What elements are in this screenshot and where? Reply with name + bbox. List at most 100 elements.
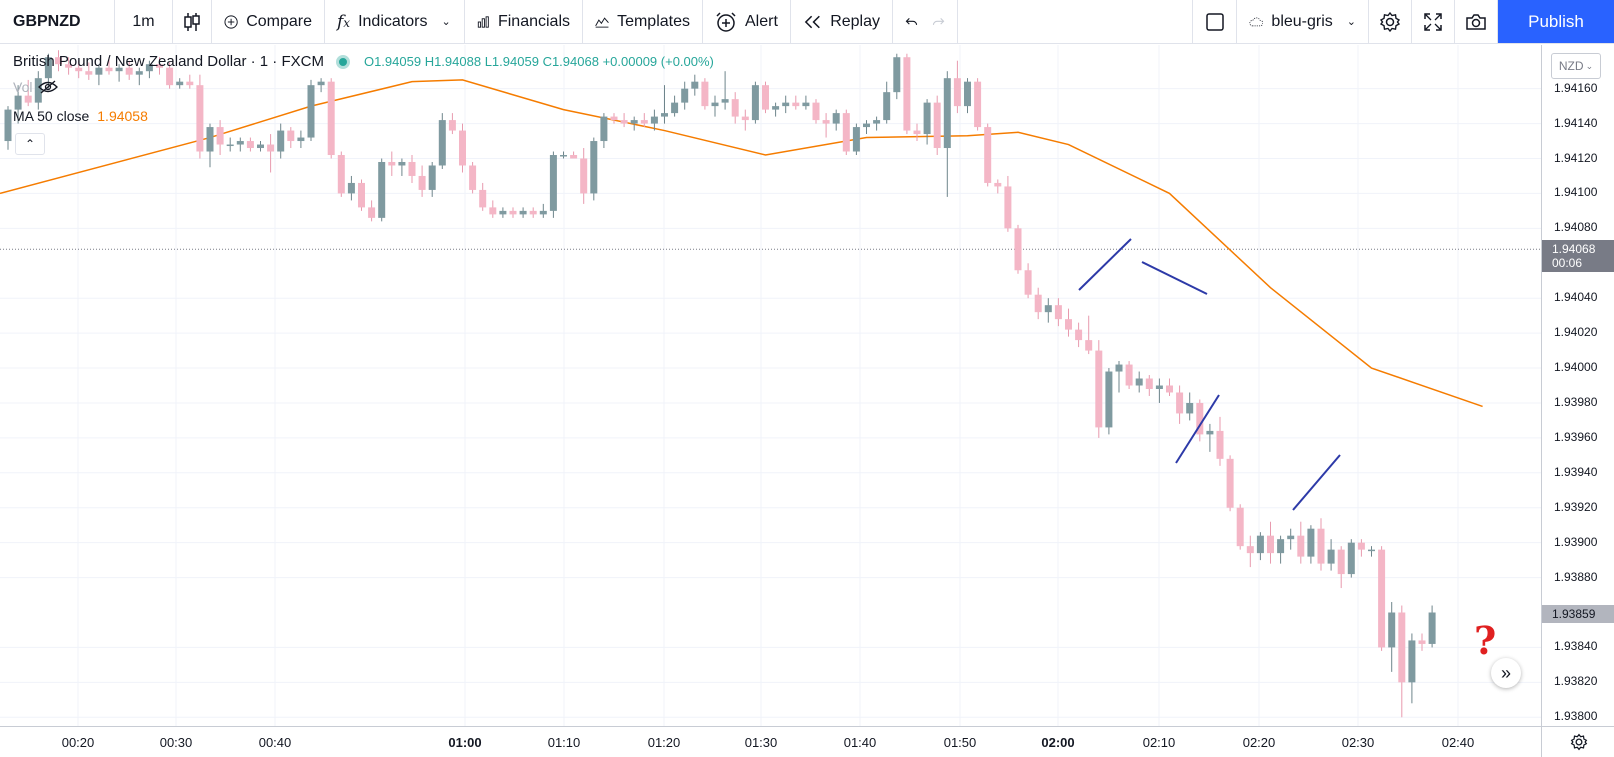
compare-button[interactable]: Compare [212,0,325,43]
eye-off-icon[interactable] [38,80,59,94]
candle [1378,546,1386,651]
currency-button[interactable]: NZD ⌄ [1551,53,1601,79]
price-chart[interactable] [0,45,1541,726]
price-tick-label: 1.94120 [1554,150,1598,165]
candle [529,207,537,218]
candle-body [701,81,709,107]
candle-body [994,182,1002,187]
financials-button[interactable]: Financials [465,0,583,43]
candle [196,74,204,159]
cloud-icon [1249,17,1264,26]
candle-body [1135,378,1143,386]
candle-body [721,99,729,103]
candle [105,57,113,75]
layout-button[interactable]: bleu-gris ⌄ [1237,0,1369,43]
candle [731,92,739,124]
candle-body [852,127,860,152]
chevron-down-icon: ⌄ [441,16,451,28]
price-axis[interactable]: 1.94160 1.94140 1.94120 1.94100 1.94080 1.940… [1541,45,1614,726]
symbol-label: GBPNZD [13,12,81,30]
candle-body [539,210,547,215]
candle [1307,525,1315,564]
candle [893,53,901,100]
candle-body [1327,549,1335,564]
candle [236,137,244,152]
redo-icon[interactable] [932,15,945,29]
collapse-legend-button[interactable]: ⌃ [15,133,45,155]
interval-button[interactable]: 1m [115,0,173,43]
candle-body [802,102,810,107]
candle-body [135,71,143,75]
time-tick-label: 02:00 [1041,735,1075,750]
candle [1145,375,1153,396]
trendline-drawings[interactable] [1078,238,1341,511]
snapshot-button[interactable] [1455,0,1498,43]
candle-body [1105,371,1113,428]
time-tick-label: 01:50 [943,735,977,750]
replay-label: Replay [830,12,880,30]
candle [943,71,951,197]
axis-settings-button[interactable] [1541,726,1614,757]
settings-button[interactable] [1369,0,1412,43]
chart-style-button[interactable] [173,0,212,43]
square-icon [1205,12,1224,31]
candle [610,113,618,124]
symbol-search-button[interactable]: GBPNZD [0,0,115,43]
templates-button[interactable]: Templates [583,0,703,43]
indicators-label: Indicators [358,12,428,30]
candle [1075,322,1083,348]
time-axis[interactable]: 00:20 00:30 00:40 01:00 01:10 01:20 01:30 01:40… [0,726,1541,757]
candle [711,95,719,117]
candle-body [731,99,739,117]
candle-body [55,57,62,65]
candle [216,120,224,156]
gear-icon [1379,11,1401,32]
candle [347,175,355,201]
candle-body [822,120,830,124]
candle-body [1065,319,1072,330]
candle [1267,521,1274,564]
indicators-button[interactable]: fx Indicators ⌄ [325,0,465,43]
publish-button[interactable]: Publish [1498,0,1614,43]
bar-chart-icon [477,15,489,28]
candle [408,155,416,183]
candle-body [418,175,426,190]
candle-body [1357,542,1365,550]
candle [1428,605,1436,648]
ma-price-tag: 1.93859 [1542,605,1614,624]
candle [1226,455,1234,512]
candle-body [762,85,769,110]
candle [1044,298,1052,323]
templates-icon [595,16,609,28]
trendline-1 [1078,238,1132,291]
replay-button[interactable]: Replay [791,0,893,43]
candle [135,67,143,86]
candle [398,158,406,176]
chart-pane[interactable] [0,45,1541,726]
candle-body [1418,640,1426,644]
undo-icon[interactable] [905,15,918,29]
candle [549,151,557,218]
fullscreen-select-button[interactable] [1193,0,1237,43]
candle [671,95,679,117]
question-mark-annotation: ? [1474,618,1497,663]
fullscreen-button[interactable] [1412,0,1455,43]
candle-body [873,120,881,124]
change-value: +0.00009 (+0.00%) [602,54,714,69]
price-tick-label: 1.94080 [1554,220,1598,235]
price-tick-label: 1.93980 [1554,394,1598,409]
candle-body [186,81,194,86]
candle [1216,416,1224,466]
candle-body [630,120,638,124]
candle [1054,298,1062,327]
candle-body [933,102,941,149]
interval-label: 1m [132,12,155,30]
candle [1398,605,1406,718]
scroll-to-realtime-button[interactable]: » [1491,658,1521,688]
publish-label: Publish [1528,11,1584,31]
candle-body [368,207,376,218]
alert-button[interactable]: Alert [703,0,791,43]
candle [590,137,598,201]
candle [337,151,345,197]
candle [287,127,295,149]
